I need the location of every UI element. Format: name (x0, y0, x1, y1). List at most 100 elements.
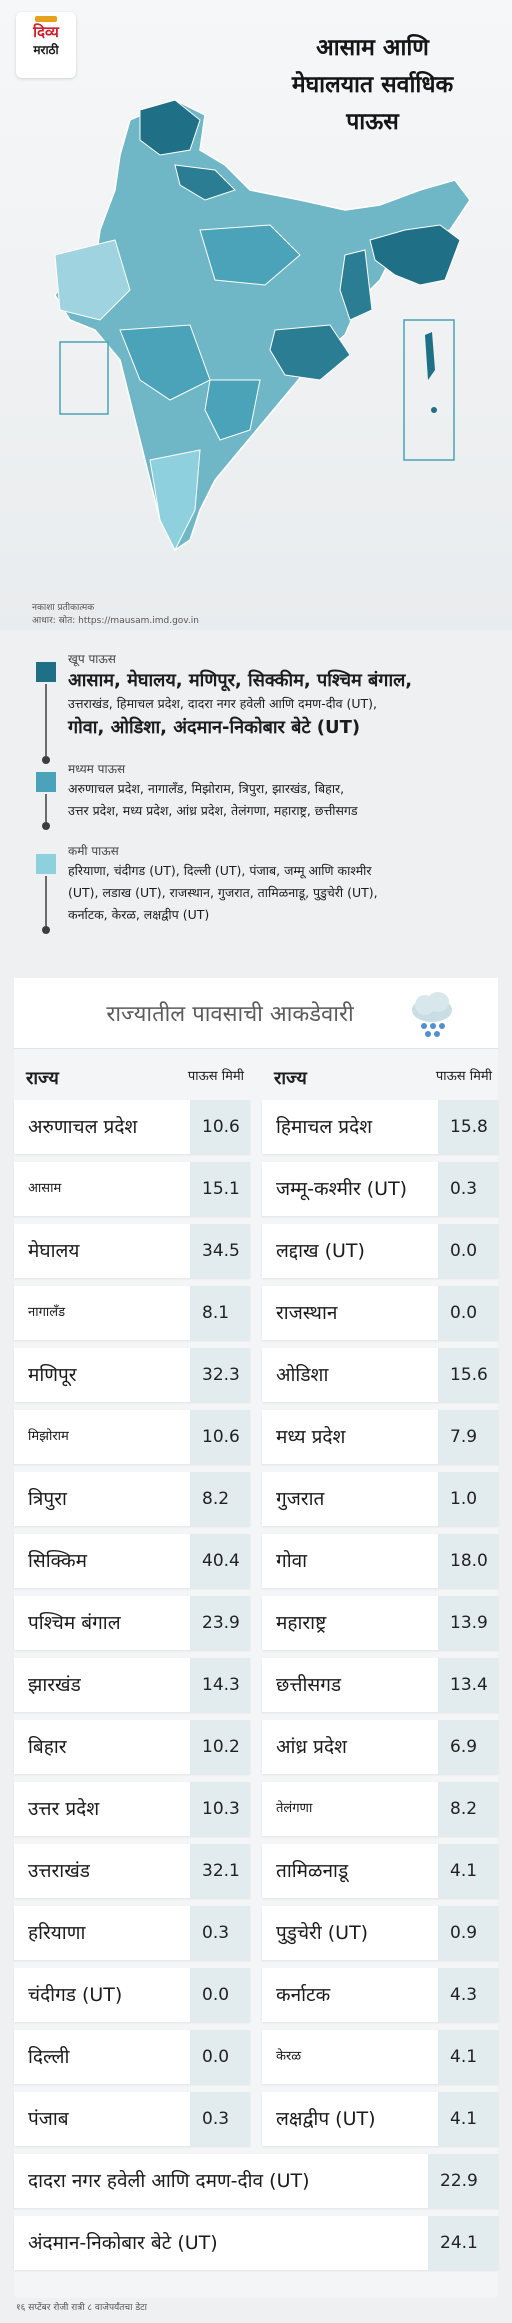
table-column-left: राज्य पाऊस मिमी अरुणाचल प्रदेश 10.6 आसाम 15… (14, 1048, 250, 2154)
legend-light-line3: कर्नाटक, केरळ, लक्षद्वीप (UT) (68, 907, 210, 922)
map-landmass (54, 99, 471, 552)
state-name: दादरा नगर हवेली आणि दमण-दीव (UT) (28, 2170, 310, 2192)
map-region-light-south-tip (149, 449, 201, 552)
map-note-line2: आधार: स्रोत: https://mausam.imd.gov.in (32, 616, 199, 626)
state-name: मणिपूर (28, 1364, 77, 1386)
table-row: सिक्किम 40.4 (14, 1534, 250, 1588)
rainfall-value: 23.9 (190, 1596, 250, 1650)
legend-light-line1: हरियाणा, चंदीगड (UT), दिल्ली (UT), पंजाब… (68, 863, 372, 878)
title-line3: पाऊस (346, 109, 399, 135)
state-name: चंदीगड (UT) (28, 1984, 123, 2006)
table-row: झारखंड 14.3 (14, 1658, 250, 1712)
state-name: आसाम (28, 1181, 62, 1196)
table-row: उत्तर प्रदेश 10.3 (14, 1782, 250, 1836)
table-row: कर्नाटक 4.3 (262, 1968, 498, 2022)
rainfall-value: 8.2 (190, 1472, 250, 1526)
map-source-note: नकाशा प्रतीकात्मक आधार: स्रोत: https://m… (32, 602, 199, 628)
table-row: उत्तराखंड 32.1 (14, 1844, 250, 1898)
hero-section: दिव्य मराठी आसाम आणि मेघालयात सर्वाधिक प… (0, 0, 512, 630)
state-name: लद्दाख (UT) (276, 1240, 365, 1262)
rainfall-value: 18.0 (438, 1534, 498, 1588)
header-state: राज्य (26, 1068, 59, 1089)
rainfall-value: 15.8 (438, 1100, 498, 1154)
legend-light: कमी पाऊस हरियाणा, चंदीगड (UT), दिल्ली (U… (36, 842, 506, 934)
table-row: अंदमान-निकोबार बेटे (UT) 24.1 (14, 2216, 498, 2270)
state-name: मिझोराम (28, 1429, 69, 1444)
table-column-right: राज्य पाऊस मिमी हिमाचल प्रदेश 15.8 जम्मू-क… (262, 1048, 498, 2154)
rainfall-value: 22.9 (428, 2154, 498, 2208)
state-name: अरुणाचल प्रदेश (28, 1116, 138, 1138)
rainfall-value: 32.1 (190, 1844, 250, 1898)
rainfall-value: 10.6 (190, 1410, 250, 1464)
map-region-heavy-bengal (339, 249, 373, 321)
legend-heavy-line1: आसाम, मेघालय, मणिपूर, सिक्कीम, पश्चिम बं… (68, 670, 413, 691)
rainfall-value: 0.3 (190, 2092, 250, 2146)
legend-medium-line2: उत्तर प्रदेश, मध्य प्रदेश, आंध्र प्रदेश,… (68, 803, 358, 818)
legend-light-title: कमी पाऊस (68, 844, 119, 858)
legend-heavy-line3: गोवा, ओडिशा, अंदमान-निकोबार बेटे (UT) (68, 717, 361, 738)
table-row: अरुणाचल प्रदेश 10.6 (14, 1100, 250, 1154)
table-row: त्रिपुरा 8.2 (14, 1472, 250, 1526)
logo-tag (35, 16, 57, 22)
state-name: अंदमान-निकोबार बेटे (UT) (28, 2232, 218, 2254)
table-row: जम्मू-कश्मीर (UT) 0.3 (262, 1162, 498, 1216)
map-region-medium-central (199, 224, 301, 286)
table-row: हरियाणा 0.3 (14, 1906, 250, 1960)
table-row: तामिळनाडू 4.1 (262, 1844, 498, 1898)
state-name: नागालँड (28, 1305, 66, 1320)
rainfall-value: 0.3 (190, 1906, 250, 1960)
state-name: जम्मू-कश्मीर (UT) (276, 1178, 408, 1200)
nicobar-islands (431, 407, 437, 413)
state-name: उत्तर प्रदेश (28, 1798, 100, 1820)
state-name: पंजाब (28, 2108, 69, 2130)
legend-medium-title: मध्यम पाऊस (68, 762, 126, 776)
table-row: दादरा नगर हवेली आणि दमण-दीव (UT) 22.9 (14, 2154, 498, 2208)
table-wide-rows: दादरा नगर हवेली आणि दमण-दीव (UT) 22.9 अंदम… (14, 2154, 498, 2278)
legend-heavy-line2: उत्तराखंड, हिमाचल प्रदेश, दादरा नगर हवेल… (68, 696, 378, 711)
legend-heavy-title: खूप पाऊस (68, 652, 116, 666)
state-name: मेघालय (28, 1240, 80, 1262)
map-region-medium-maharashtra (119, 324, 211, 401)
title-line2: मेघालयात सर्वाधिक (291, 72, 454, 98)
rainfall-value: 1.0 (438, 1472, 498, 1526)
table-row: दिल्ली 0.0 (14, 2030, 250, 2084)
state-name: मध्य प्रदेश (276, 1426, 346, 1448)
state-name: हरियाणा (28, 1922, 86, 1944)
table-row: गोवा 18.0 (262, 1534, 498, 1588)
rainfall-value: 13.4 (438, 1658, 498, 1712)
state-name: पश्चिम बंगाल (28, 1612, 121, 1634)
table-row: राजस्थान 0.0 (262, 1286, 498, 1340)
andaman-inset (403, 319, 455, 461)
legend-dot (42, 756, 50, 764)
state-name: उत्तराखंड (28, 1860, 90, 1882)
legend-light-line2: (UT), लडाख (UT), राजस्थान, गुजरात, तामिळ… (68, 885, 378, 900)
map-region-light-west (54, 239, 131, 321)
table-row: मिझोराम 10.6 (14, 1410, 250, 1464)
header-rain: पाऊस मिमी (187, 1069, 244, 1084)
table-row: गुजरात 1.0 (262, 1472, 498, 1526)
table-row: केरळ 4.1 (262, 2030, 498, 2084)
table-row: हिमाचल प्रदेश 15.8 (262, 1100, 498, 1154)
logo-line2: मराठी (33, 43, 59, 57)
state-name: कर्नाटक (276, 1984, 331, 2006)
rain-cloud-icon (412, 992, 452, 1037)
lakshadweep-inset (59, 341, 109, 415)
state-name: त्रिपुरा (28, 1488, 67, 1510)
rainfall-value: 0.0 (438, 1224, 498, 1278)
table-row: बिहार 10.2 (14, 1720, 250, 1774)
state-name: छत्तीसगड (276, 1674, 342, 1696)
table-row: मेघालय 34.5 (14, 1224, 250, 1278)
table-row: पुडुचेरी (UT) 0.9 (262, 1906, 498, 1960)
table-row: मणिपूर 32.3 (14, 1348, 250, 1402)
rainfall-value: 4.1 (438, 1844, 498, 1898)
title-line1: आसाम आणि (316, 35, 429, 61)
map-region-heavy-north (139, 99, 201, 156)
state-name: महाराष्ट्र (276, 1612, 327, 1634)
legend-dot (42, 822, 50, 830)
state-name: बिहार (28, 1736, 67, 1758)
rainfall-value: 14.3 (190, 1658, 250, 1712)
logo-line1: दिव्य (33, 23, 59, 41)
table-row: लद्दाख (UT) 0.0 (262, 1224, 498, 1278)
rainfall-value: 15.1 (190, 1162, 250, 1216)
